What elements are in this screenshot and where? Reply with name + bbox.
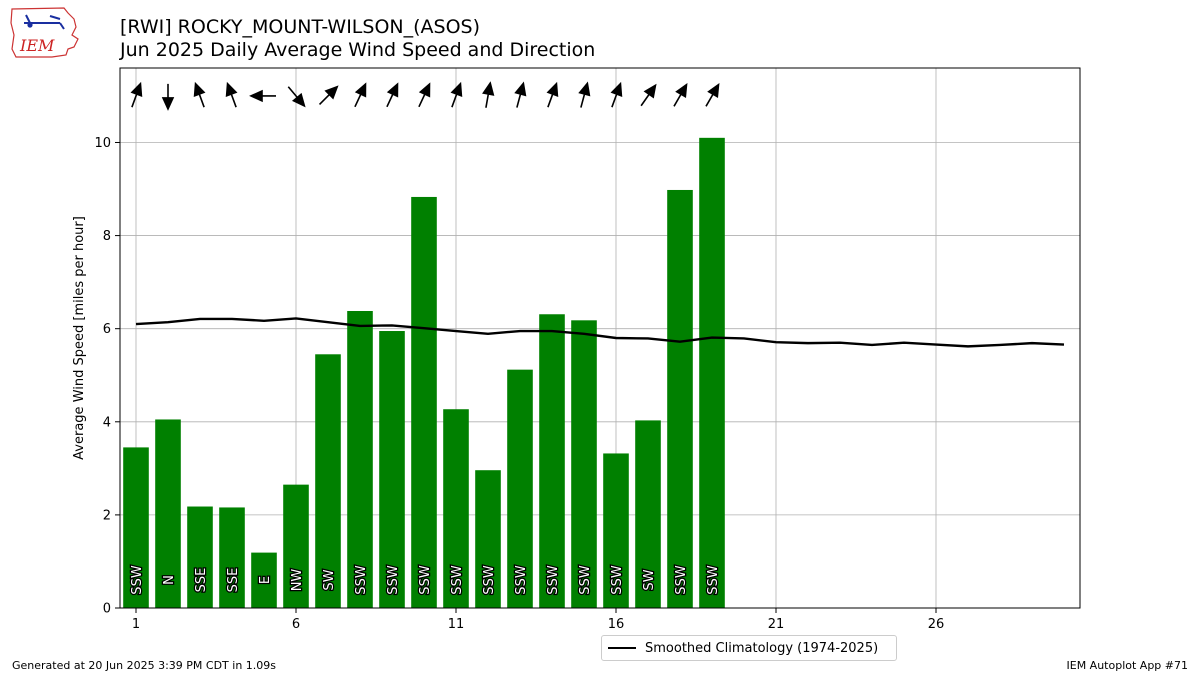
wind-direction-arrow — [318, 85, 339, 105]
chart-title: [RWI] ROCKY_MOUNT-WILSON_(ASOS) — [120, 16, 481, 38]
wind-direction-arrow — [546, 81, 559, 108]
y-tick-label: 2 — [103, 508, 111, 523]
wind-speed-bar — [187, 506, 213, 608]
direction-label: SSE — [226, 568, 241, 593]
direction-label: SSE — [194, 568, 209, 593]
direction-label: SSW — [514, 565, 529, 595]
direction-label: SSW — [482, 565, 497, 595]
wind-speed-bar — [571, 320, 597, 608]
plot-frame — [119, 67, 1081, 609]
iem-logo-icon: IEM — [10, 7, 79, 58]
y-tick-label: 10 — [94, 136, 111, 151]
wind-direction-arrow — [578, 81, 591, 108]
grid-layer — [120, 68, 1080, 609]
direction-label: E — [258, 576, 273, 584]
wind-direction-arrow — [482, 81, 495, 108]
y-tick-label: 6 — [103, 322, 111, 337]
wind-speed-bar — [315, 354, 341, 608]
wind-speed-bar — [251, 552, 277, 608]
wind-speed-bar — [155, 419, 181, 608]
y-tick-label: 4 — [103, 415, 111, 430]
direction-arrows-layer — [130, 81, 720, 111]
bars-layer: SSW N SSE SSE E NW SW SSW SSW SSW SSW SSW SSW SSW SSW S… — [123, 137, 725, 609]
x-tick-label: 26 — [928, 617, 945, 632]
station-dot-icon — [27, 22, 33, 28]
wind-direction-arrow — [193, 81, 206, 108]
direction-label: SSW — [578, 565, 593, 595]
y-tick-label: 0 — [103, 602, 111, 617]
y-tick-label: 8 — [103, 229, 111, 244]
wind-speed-bar — [379, 331, 405, 608]
wind-direction-arrow — [386, 82, 399, 108]
wind-direction-arrow — [705, 82, 720, 107]
x-tick-label: 6 — [292, 617, 300, 632]
chart-subtitle: Jun 2025 Daily Average Wind Speed and Di… — [120, 39, 596, 61]
x-tick-label: 21 — [768, 617, 785, 632]
direction-label: SSW — [546, 565, 561, 595]
wind-speed-bar — [603, 453, 629, 608]
wind-speed-bar — [507, 369, 533, 608]
wind-speed-bar — [411, 196, 437, 608]
direction-label: NW — [290, 569, 305, 592]
wind-speed-bar — [219, 507, 245, 608]
wind-direction-arrow — [225, 81, 238, 108]
wind-direction-arrow — [130, 81, 143, 108]
direction-label: SSW — [450, 565, 465, 595]
wind-direction-arrow — [249, 89, 276, 103]
climatology-layer — [135, 317, 1065, 348]
x-tick-label: 11 — [448, 617, 465, 632]
generated-timestamp: Generated at 20 Jun 2025 3:39 PM CDT in … — [12, 659, 277, 672]
wind-speed-bar — [347, 311, 373, 608]
wind-barb-icon — [24, 14, 65, 30]
direction-label: SSW — [386, 565, 401, 595]
legend-label: Smoothed Climatology (1974-2025) — [645, 640, 879, 656]
y-axis-label: Average Wind Speed [miles per hour] — [72, 216, 87, 460]
wind-direction-arrow — [640, 83, 657, 107]
wind-direction-arrow — [673, 82, 688, 107]
x-tick-label: 1 — [132, 617, 140, 632]
wind-direction-arrow — [354, 82, 367, 108]
wind-direction-arrow — [287, 86, 306, 108]
climatology-line — [135, 317, 1065, 348]
direction-label: SSW — [418, 565, 433, 595]
wind-speed-bar — [667, 189, 693, 608]
direction-label: SSW — [610, 565, 625, 595]
wind-direction-arrow — [161, 83, 175, 111]
wind-speed-bar — [539, 314, 565, 608]
direction-label: SSW — [674, 565, 689, 595]
direction-label: N — [162, 575, 177, 585]
wind-direction-arrow — [610, 81, 623, 108]
x-tick-label: 16 — [608, 617, 625, 632]
app-identifier: IEM Autoplot App #71 — [1066, 659, 1189, 672]
wind-direction-arrow — [450, 81, 463, 108]
wind-direction-arrow — [418, 82, 431, 108]
wind-speed-bar — [443, 409, 469, 608]
wind-direction-arrow — [514, 81, 527, 108]
wind-speed-bar — [123, 447, 149, 608]
wind-speed-bar — [475, 470, 501, 608]
direction-label: SSW — [130, 565, 145, 595]
wind-speed-bar — [283, 484, 309, 608]
iowa-outline-icon — [10, 7, 79, 58]
wind-speed-bar — [635, 420, 661, 608]
direction-label: SSW — [354, 565, 369, 595]
chart-legend: Smoothed Climatology (1974-2025) — [601, 635, 897, 661]
direction-label: SSW — [706, 565, 721, 595]
logo-text: IEM — [19, 36, 55, 55]
direction-label: SW — [642, 569, 657, 590]
wind-speed-bar — [699, 137, 725, 609]
direction-label: SW — [322, 569, 337, 590]
legend-line-swatch — [608, 647, 636, 649]
